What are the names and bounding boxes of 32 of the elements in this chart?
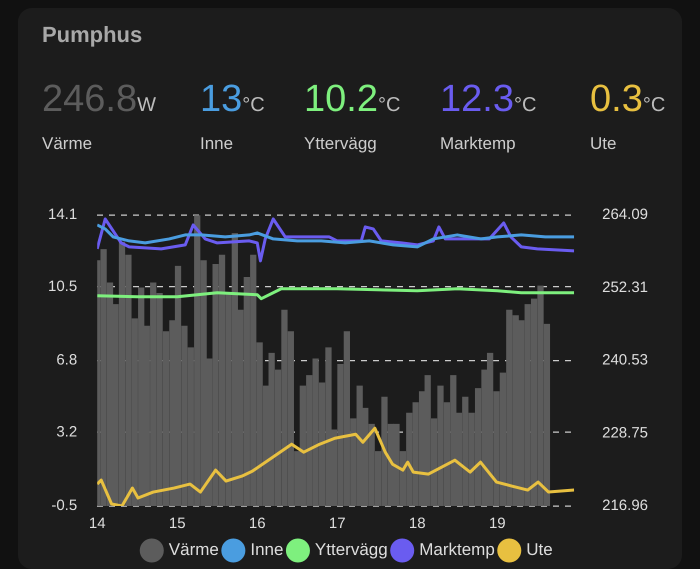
y2-tick-label: 228.75	[602, 424, 648, 442]
legend-label: Inne	[250, 540, 284, 560]
text: Värme	[42, 134, 92, 153]
legend-label: Marktemp	[419, 540, 495, 560]
y-tick-label: 10.5	[48, 278, 78, 295]
text: 13°C	[200, 78, 265, 120]
x-tick-label: 19	[488, 515, 506, 532]
y2-tick-label: 264.09	[602, 206, 648, 224]
y-tick-label: 6.8	[56, 352, 78, 369]
y-tick-label: 3.2	[56, 423, 78, 440]
x-tick-label: 16	[248, 515, 266, 532]
text: Ute	[590, 134, 616, 153]
text: 12.3°C	[440, 78, 536, 120]
legend-label: Yttervägg	[314, 540, 388, 560]
text: 10.2°C	[304, 78, 400, 120]
y-tick-label: 14.1	[48, 206, 78, 224]
y2-tick-label: 252.31	[602, 278, 648, 296]
x-tick-label: 14	[88, 515, 106, 532]
text: Inne	[200, 134, 234, 153]
y2-tick-label: 240.53	[602, 352, 648, 369]
legend-label: Värme	[168, 540, 219, 560]
x-tick-label: 18	[408, 515, 426, 532]
text: 0.3°C	[590, 78, 666, 120]
x-tick-label: 17	[328, 515, 346, 532]
y-tick-label: -0.5	[51, 497, 78, 514]
text: 246.8W	[42, 78, 156, 120]
text: Yttervägg	[304, 134, 377, 153]
chart-title: Pumphus	[42, 22, 142, 48]
text: Marktemp	[440, 134, 516, 153]
legend-label: Ute	[526, 540, 553, 560]
x-tick-label: 15	[168, 515, 186, 532]
y2-tick-label: 216.96	[602, 497, 648, 514]
